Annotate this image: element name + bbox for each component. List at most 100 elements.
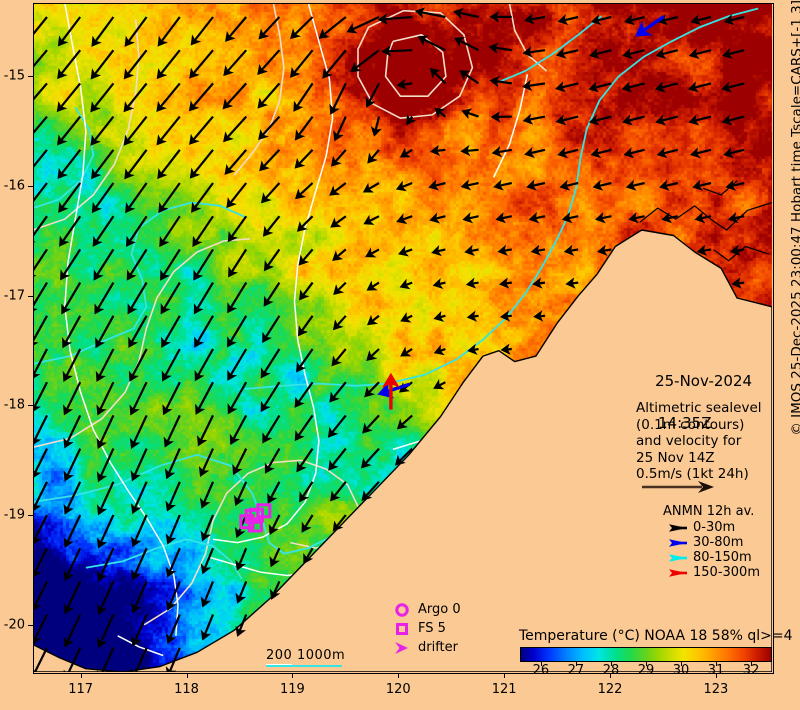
velocity-arrow — [165, 547, 181, 578]
velocity-arrow — [396, 414, 413, 430]
temperature-colorbar[interactable] — [520, 647, 772, 662]
velocity-arrow — [595, 212, 612, 224]
velocity-arrow — [95, 315, 115, 349]
y-tick-mark — [28, 515, 33, 517]
velocity-arrow — [260, 182, 281, 204]
velocity-arrow — [729, 244, 745, 256]
velocity-arrow — [156, 49, 181, 80]
velocity-arrow — [727, 212, 745, 224]
y-tick-label: -18 — [3, 397, 25, 413]
fs-mooring-marker[interactable] — [247, 517, 263, 533]
sst-map-plot[interactable] — [33, 3, 772, 672]
fs-mooring-marker[interactable] — [256, 503, 272, 519]
x-tick-mark — [398, 673, 400, 678]
anmn-depth-legend: ANMN 12h av. 0-30m 30-80m 80-150m 150-30… — [663, 504, 760, 581]
velocity-arrow — [63, 414, 82, 449]
velocity-arrow — [690, 14, 712, 26]
y-tick-label: -15 — [3, 68, 25, 84]
velocity-arrow — [96, 448, 115, 483]
velocity-arrow — [267, 481, 281, 504]
velocity-arrow — [268, 514, 281, 536]
marker-legend-item: drifter — [392, 638, 461, 657]
velocity-arrow — [131, 547, 148, 581]
velocity-arrow — [688, 47, 712, 59]
velocity-arrow — [290, 16, 314, 40]
velocity-arrow — [499, 277, 512, 289]
velocity-arrow — [332, 514, 347, 532]
velocity-arrow — [499, 310, 512, 322]
velocity-arrow — [199, 481, 215, 509]
velocity-arrow — [290, 49, 314, 78]
velocity-arrow — [330, 215, 347, 228]
fs-mooring-markers — [239, 503, 272, 533]
velocity-arrow — [222, 82, 248, 110]
velocity-arrow — [296, 348, 314, 373]
velocity-arrow — [432, 277, 446, 289]
velocity-arrow — [555, 114, 579, 126]
anmn-arrow-icon — [663, 551, 689, 565]
velocity-arrow — [161, 348, 181, 382]
velocity-arrow — [366, 280, 380, 291]
velocity-arrow — [262, 215, 281, 237]
velocity-arrow — [165, 580, 181, 611]
velocity-arrow — [93, 248, 115, 281]
chevron-marker-icon — [392, 639, 416, 657]
velocity-arrow — [565, 277, 579, 289]
velocity-arrow — [365, 82, 380, 108]
velocity-arrow — [192, 215, 214, 247]
velocity-arrow — [262, 414, 281, 444]
colorbar-tick-label: 27 — [567, 663, 585, 678]
velocity-arrow — [296, 447, 314, 473]
velocity-arrow — [33, 414, 48, 446]
velocity-arrow — [621, 81, 645, 93]
x-tick-mark — [80, 673, 82, 678]
velocity-arrow — [723, 14, 745, 26]
velocity-arrow — [559, 179, 579, 191]
velocity-arrow — [460, 144, 479, 157]
bathymetry-contour-key: 200 1000m — [266, 648, 345, 668]
velocity-arrow — [123, 49, 148, 80]
velocity-arrow — [165, 647, 181, 672]
velocity-arrow — [56, 115, 82, 146]
velocity-arrow — [377, 13, 413, 25]
velocity-arrow — [366, 348, 380, 362]
velocity-arrow — [589, 47, 612, 59]
velocity-arrow — [60, 248, 82, 281]
marker-legend-label: FS 5 — [418, 621, 446, 636]
velocity-arrow — [622, 47, 645, 59]
x-tick-label: 118 — [174, 682, 199, 697]
velocity-arrow — [260, 381, 281, 413]
velocity-arrow — [417, 35, 446, 52]
velocity-arrow — [467, 343, 479, 355]
colorbar-tick-mark — [575, 662, 577, 666]
velocity-arrow — [33, 448, 48, 479]
velocity-arrow — [235, 614, 248, 637]
velocity-arrow — [62, 315, 82, 349]
velocity-arrow — [555, 47, 579, 59]
velocity-arrow — [294, 381, 314, 408]
velocity-arrow — [269, 580, 281, 600]
velocity-arrow — [193, 248, 214, 281]
velocity-arrow — [394, 447, 413, 466]
velocity-arrow — [414, 7, 446, 19]
velocity-arrow — [90, 49, 115, 80]
velocity-arrow — [625, 179, 645, 191]
velocity-arrow — [530, 244, 546, 256]
velocity-arrow — [200, 580, 215, 608]
y-tick-mark — [28, 76, 33, 78]
velocity-arrow — [63, 514, 82, 548]
velocity-arrow — [433, 344, 446, 356]
velocity-arrow — [130, 448, 148, 482]
velocity-arrow — [194, 348, 214, 382]
velocity-arrow — [466, 310, 479, 322]
velocity-arrow — [94, 282, 115, 315]
velocity-arrow — [696, 244, 712, 256]
velocity-arrow — [489, 75, 512, 88]
velocity-arrow — [522, 46, 546, 58]
velocity-arrow — [92, 215, 115, 247]
velocity-arrow — [721, 47, 745, 59]
velocity-arrow — [195, 381, 214, 415]
velocity-arrow — [259, 149, 281, 172]
velocity-arrow — [33, 49, 48, 79]
velocity-arrow — [163, 414, 181, 448]
